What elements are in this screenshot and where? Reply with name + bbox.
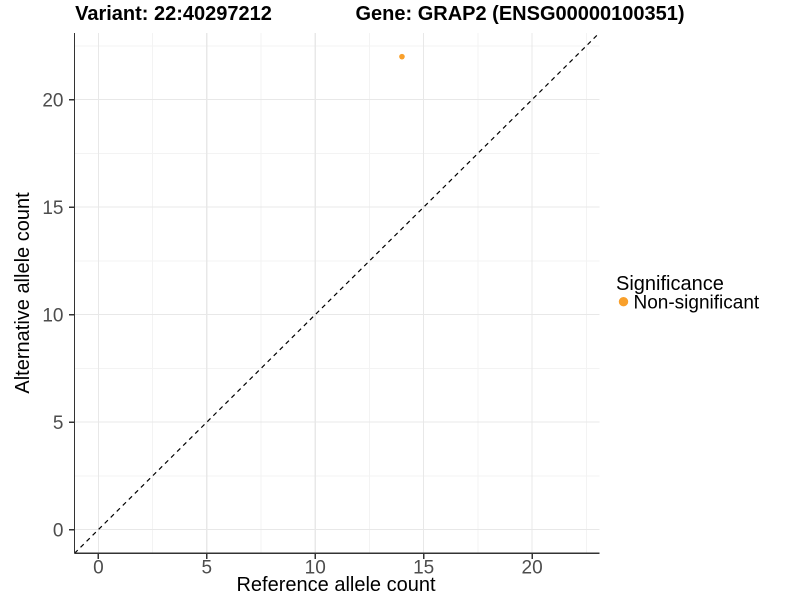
y-tick-label: 15 — [42, 198, 63, 219]
tick-marks-layer — [69, 98, 533, 559]
data-points-layer — [399, 53, 405, 60]
legend: Significance Non-significant — [616, 273, 760, 313]
x-tick-label: 5 — [201, 558, 212, 579]
y-axis-title: Alternative allele count — [12, 192, 34, 394]
x-tick-label: 0 — [93, 558, 104, 579]
tick-labels-layer: 0 5 10 15 20 0 5 10 15 20 — [42, 91, 542, 579]
x-axis-title: Reference allele count — [236, 574, 435, 596]
legend-key-dot — [618, 297, 629, 307]
identity-line-layer — [74, 32, 600, 554]
x-tick-label: 20 — [522, 558, 543, 579]
legend-item-label: Non-significant — [634, 292, 760, 313]
variant-title: Variant: 22:40297212 — [75, 3, 272, 25]
identity-line — [74, 32, 600, 554]
gene-title: Gene: GRAP2 (ENSG00000100351) — [355, 3, 684, 25]
axes-layer — [73, 33, 600, 554]
x-tick-label: 15 — [413, 558, 434, 579]
y-tick-label: 0 — [53, 521, 64, 542]
gridlines-major — [74, 33, 600, 554]
data-point — [399, 53, 405, 60]
x-tick-label: 10 — [305, 558, 326, 579]
gridlines-minor — [74, 33, 600, 554]
y-tick-label: 20 — [42, 91, 63, 112]
legend-title: Significance — [616, 273, 724, 295]
y-tick-label: 10 — [42, 306, 63, 327]
y-tick-label: 5 — [53, 413, 64, 434]
